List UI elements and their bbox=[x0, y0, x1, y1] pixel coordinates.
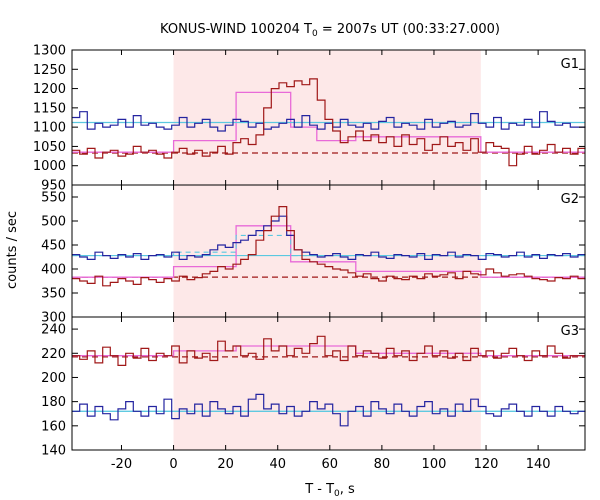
chart-title-rest: = 2007s UT (00:33:27.000) bbox=[318, 22, 500, 37]
panel-label: G3 bbox=[561, 324, 579, 339]
series-red-rate bbox=[72, 206, 586, 287]
x-tick-label: 40 bbox=[269, 457, 286, 472]
y-tick-label: 950 bbox=[41, 179, 66, 194]
x-axis-label: T - T0, s bbox=[304, 482, 355, 499]
x-tick-label: 120 bbox=[474, 457, 499, 472]
chart-title: KONUS-WIND 100204 T0 = 2007s UT (00:33:2… bbox=[160, 22, 500, 39]
y-tick-label: 220 bbox=[41, 347, 66, 362]
x-tick-label: -20 bbox=[111, 457, 132, 472]
y-tick-label: 200 bbox=[41, 371, 66, 386]
y-tick-label: 1250 bbox=[33, 63, 66, 78]
y-tick-label: 450 bbox=[41, 239, 66, 254]
x-tick-label: 0 bbox=[169, 457, 177, 472]
y-tick-label: 300 bbox=[41, 311, 66, 326]
panel-g3: 140 160 180 200 220 240 G3 bbox=[41, 316, 586, 459]
y-tick-label: 1150 bbox=[33, 101, 66, 116]
series-blue-rate bbox=[72, 215, 586, 260]
panel-label: G2 bbox=[561, 192, 579, 207]
panel-frame bbox=[71, 316, 586, 451]
y-tick-label: 550 bbox=[41, 191, 66, 206]
y-tick-label: 1000 bbox=[33, 159, 66, 174]
y-tick-label: 400 bbox=[41, 263, 66, 278]
model-pink-step bbox=[72, 345, 585, 357]
plot-layer: 9501000105011001150120012501300G13003504… bbox=[33, 44, 586, 472]
y-tick-label: 160 bbox=[41, 419, 66, 434]
y-tick-label: 180 bbox=[41, 395, 66, 410]
series-blue-rate bbox=[72, 111, 586, 132]
y-tick-label: 1200 bbox=[33, 82, 66, 97]
model-pink-step bbox=[72, 91, 585, 153]
panel-g1: 950 1000 1050 1100 1150 1200 1250 1300 G1 bbox=[33, 44, 586, 194]
series-blue-rate bbox=[72, 393, 586, 427]
y-tick-label: 500 bbox=[41, 215, 66, 230]
y-tick-label: 140 bbox=[41, 444, 66, 459]
x-axis-label-rest: , s bbox=[340, 482, 355, 497]
x-tick-label: 20 bbox=[217, 457, 234, 472]
x-tick-label: 80 bbox=[374, 457, 391, 472]
chart-title-main: KONUS-WIND 100204 T bbox=[160, 22, 312, 37]
y-tick-label: 240 bbox=[41, 323, 66, 338]
burst-interval-shade bbox=[173, 50, 481, 450]
x-tick-label: 140 bbox=[526, 457, 551, 472]
panel-label: G1 bbox=[561, 57, 579, 72]
y-tick-label: 1050 bbox=[33, 140, 66, 155]
x-tick-label: 60 bbox=[322, 457, 339, 472]
y-tick-label: 1300 bbox=[33, 44, 66, 59]
series-red-rate bbox=[72, 335, 586, 366]
y-tick-label: 350 bbox=[41, 287, 66, 302]
x-axis-label-subscript: 0 bbox=[334, 489, 340, 499]
y-axis-label: counts / sec bbox=[5, 211, 20, 289]
y-tick-label: 1100 bbox=[33, 121, 66, 136]
series-red-rate bbox=[72, 78, 586, 167]
model-blue-step bbox=[72, 234, 585, 257]
chart-title-subscript: 0 bbox=[312, 29, 318, 39]
x-tick-label: 100 bbox=[422, 457, 447, 472]
x-axis-label-main: T - T bbox=[304, 482, 334, 497]
panel-g2: 300 350 400 450 500 550 G2 bbox=[41, 184, 586, 326]
